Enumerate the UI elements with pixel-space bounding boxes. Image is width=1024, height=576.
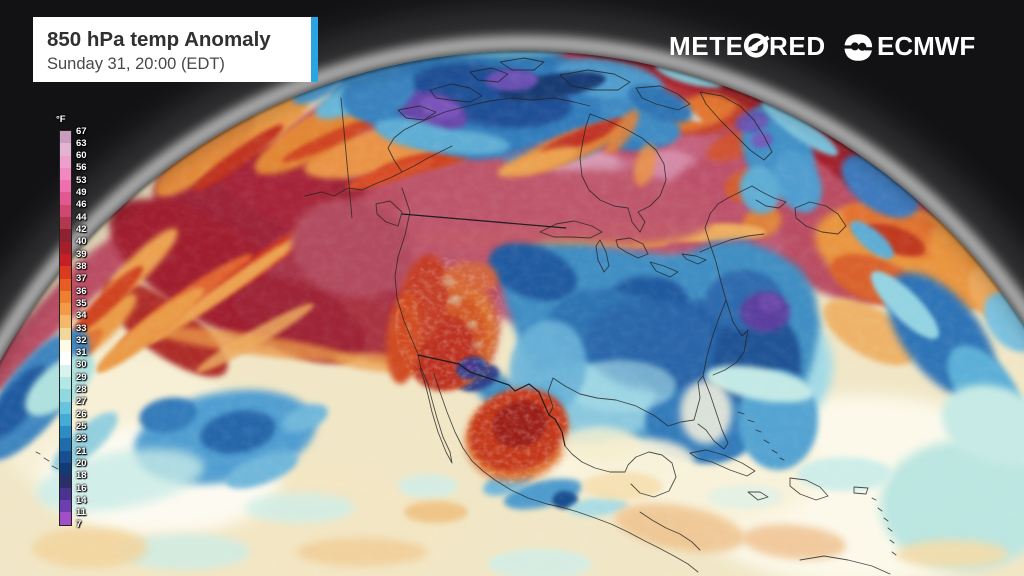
- svg-text:RED: RED: [769, 31, 826, 61]
- svg-text:METE: METE: [669, 31, 744, 61]
- svg-text:ECMWF: ECMWF: [877, 31, 975, 61]
